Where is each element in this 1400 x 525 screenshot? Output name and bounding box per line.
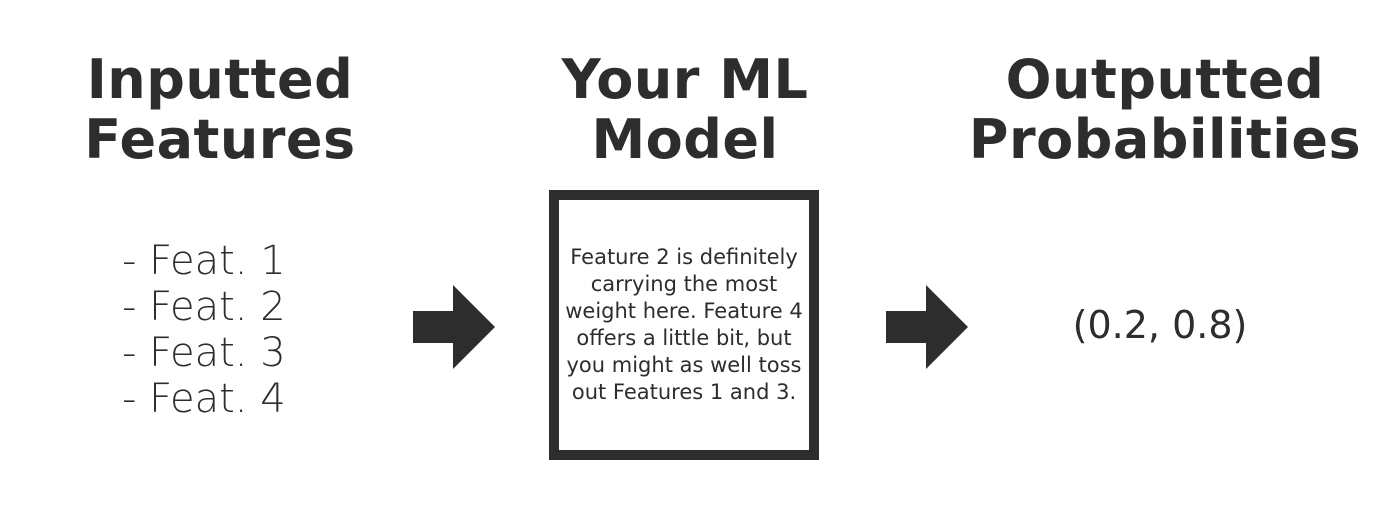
model-heading-line2: Model: [591, 108, 779, 171]
outputs-heading-line2: Probabilities: [968, 108, 1362, 171]
model-heading-line1: Your ML: [561, 48, 809, 111]
outputs-heading: Outputted Probabilities: [960, 50, 1370, 170]
feature-item-1: - Feat. 1: [122, 238, 286, 284]
feature-list: - Feat. 1 - Feat. 2 - Feat. 3 - Feat. 4: [122, 238, 286, 422]
inputs-heading-line1: Inputted: [86, 48, 354, 111]
feature-item-4: - Feat. 4: [122, 376, 286, 422]
model-box: Feature 2 is definitely carrying the mos…: [549, 190, 819, 460]
inputs-heading: Inputted Features: [70, 50, 370, 170]
inputs-heading-line2: Features: [84, 108, 356, 171]
model-heading: Your ML Model: [535, 50, 835, 170]
model-description: Feature 2 is definitely carrying the mos…: [565, 245, 803, 404]
right-arrow-icon: [886, 285, 968, 369]
outputs-heading-line1: Outputted: [1005, 48, 1325, 111]
right-arrow-icon: [413, 285, 495, 369]
feature-item-2: - Feat. 2: [122, 284, 286, 330]
output-probabilities-value: (0.2, 0.8): [1072, 303, 1248, 347]
feature-item-3: - Feat. 3: [122, 330, 286, 376]
